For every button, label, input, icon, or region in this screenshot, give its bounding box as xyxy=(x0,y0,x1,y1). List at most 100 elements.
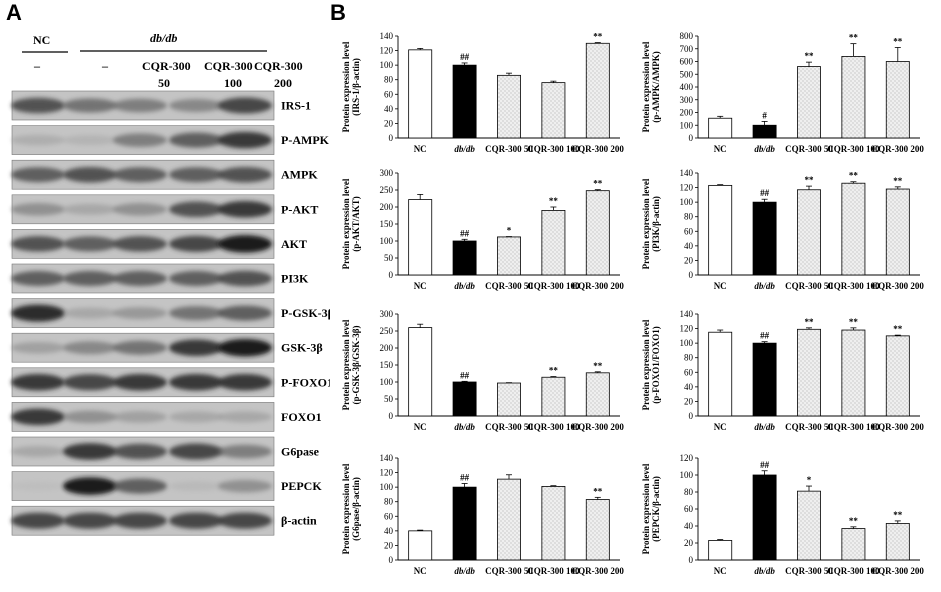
x-category-label: NC xyxy=(714,566,727,576)
blot-band xyxy=(169,201,223,218)
y-axis-label: (IRS-1/β-actin) xyxy=(351,58,361,116)
x-category-label: NC xyxy=(414,422,427,432)
x-category-label: CQR-300 100 xyxy=(827,566,880,576)
y-axis-label: (G6pase/β-actin) xyxy=(351,477,361,541)
x-category-label: CQR-300 200 xyxy=(872,281,925,291)
y-axis-label: (p-GSK-3β/GSK-3β) xyxy=(351,326,361,405)
y-tick-label: 0 xyxy=(389,411,394,421)
y-tick-label: 40 xyxy=(684,382,694,392)
blot-label: AMPK xyxy=(281,168,318,182)
y-tick-label: 0 xyxy=(689,555,694,565)
y-tick-label: 0 xyxy=(689,411,694,421)
x-category-label: db/db xyxy=(454,566,475,576)
bar xyxy=(497,478,521,561)
x-category-label: CQR-300 200 xyxy=(572,144,625,154)
blot-band xyxy=(169,411,223,423)
y-axis-label: Protein expression level xyxy=(341,178,351,269)
bar-chart-1: Protein expression level (IRS-1/β-actin) 0… xyxy=(341,31,625,154)
blot-band xyxy=(63,477,117,495)
bar xyxy=(841,182,866,276)
significance-mark: ** xyxy=(893,510,903,520)
x-category-label: CQR-300 100 xyxy=(527,566,580,576)
significance-mark: ** xyxy=(805,175,815,185)
bar xyxy=(885,188,910,276)
bar xyxy=(408,49,433,139)
y-tick-label: 150 xyxy=(380,360,394,370)
blot-label: G6pase xyxy=(281,445,320,459)
y-axis-label: Protein expression level xyxy=(641,41,651,132)
blot-band xyxy=(63,236,117,252)
bar xyxy=(541,210,566,276)
blot-row: P-FOXO1 xyxy=(11,367,330,398)
significance-mark: ** xyxy=(805,51,815,61)
y-tick-label: 100 xyxy=(680,120,694,130)
blot-band xyxy=(11,408,65,426)
blot-row: AMPK xyxy=(11,159,318,190)
blot-band xyxy=(218,235,272,253)
x-category-label: CQR-300 100 xyxy=(527,422,580,432)
y-tick-label: 400 xyxy=(680,82,694,92)
blot-band xyxy=(218,374,272,391)
x-category-label: CQR-300 200 xyxy=(872,422,925,432)
blot-band xyxy=(218,512,272,529)
bar-chart-5: Protein expression level (p-GSK-3β/GSK-3β… xyxy=(341,309,624,432)
blot-label: AKT xyxy=(281,237,307,251)
bar xyxy=(708,540,733,561)
y-tick-label: 300 xyxy=(680,95,694,105)
significance-mark: ## xyxy=(760,331,770,341)
blot-band xyxy=(169,271,223,286)
significance-mark: ** xyxy=(849,317,859,327)
y-tick-label: 150 xyxy=(380,219,394,229)
y-axis-label: (PEPCK/β-actin) xyxy=(651,476,661,542)
y-axis-label: (p-AMPK/AMPK) xyxy=(651,51,661,122)
significance-mark: ** xyxy=(893,36,903,46)
y-tick-label: 20 xyxy=(684,538,694,548)
blot-band xyxy=(169,374,223,391)
group-label-dbdb: db/db xyxy=(150,31,177,45)
y-tick-label: 100 xyxy=(680,197,694,207)
bar-chart-4: Protein expression level (PI3K/β-actin) 0 2… xyxy=(641,168,925,291)
significance-mark: ** xyxy=(593,179,603,189)
blot-band xyxy=(113,271,167,286)
blot-band xyxy=(169,443,223,460)
y-tick-label: 100 xyxy=(380,482,394,492)
significance-mark: ## xyxy=(460,473,470,483)
bar xyxy=(708,117,733,139)
x-category-label: NC xyxy=(414,566,427,576)
bar xyxy=(452,240,477,276)
blot-band xyxy=(63,341,117,355)
y-tick-label: 0 xyxy=(689,133,694,143)
bar-chart-8: Protein expression level (PEPCK/β-actin) 0… xyxy=(641,453,924,576)
significance-mark: ** xyxy=(893,324,903,334)
x-category-label: db/db xyxy=(754,566,775,576)
significance-mark: ## xyxy=(760,188,770,198)
bar xyxy=(408,199,433,276)
y-tick-label: 60 xyxy=(684,504,694,514)
blot-row: IRS-1 xyxy=(11,90,311,121)
y-tick-label: 80 xyxy=(384,75,394,85)
y-tick-label: 200 xyxy=(380,202,394,212)
y-tick-label: 60 xyxy=(684,367,694,377)
blot-label: FOXO1 xyxy=(281,410,322,424)
x-category-label: CQR-300 100 xyxy=(827,422,880,432)
y-tick-label: 140 xyxy=(680,309,694,319)
bar xyxy=(408,530,433,561)
y-tick-label: 300 xyxy=(380,309,394,319)
bar xyxy=(497,382,521,417)
blot-label: P-AKT xyxy=(281,202,318,216)
blot-band xyxy=(11,481,65,491)
blot-row: G6pase xyxy=(11,436,320,467)
bar xyxy=(797,328,821,417)
blot-band xyxy=(113,478,167,494)
significance-mark: ** xyxy=(593,32,603,42)
blot-band xyxy=(169,339,223,356)
blot-band xyxy=(169,235,223,252)
y-tick-label: 80 xyxy=(684,212,694,222)
x-category-label: CQR-300 200 xyxy=(572,566,625,576)
bar xyxy=(752,342,777,417)
y-tick-label: 100 xyxy=(380,60,394,70)
blot-band xyxy=(113,512,167,529)
y-tick-label: 20 xyxy=(384,118,394,128)
lane-dose-4: 100 xyxy=(224,76,242,90)
y-tick-label: 100 xyxy=(380,236,394,246)
